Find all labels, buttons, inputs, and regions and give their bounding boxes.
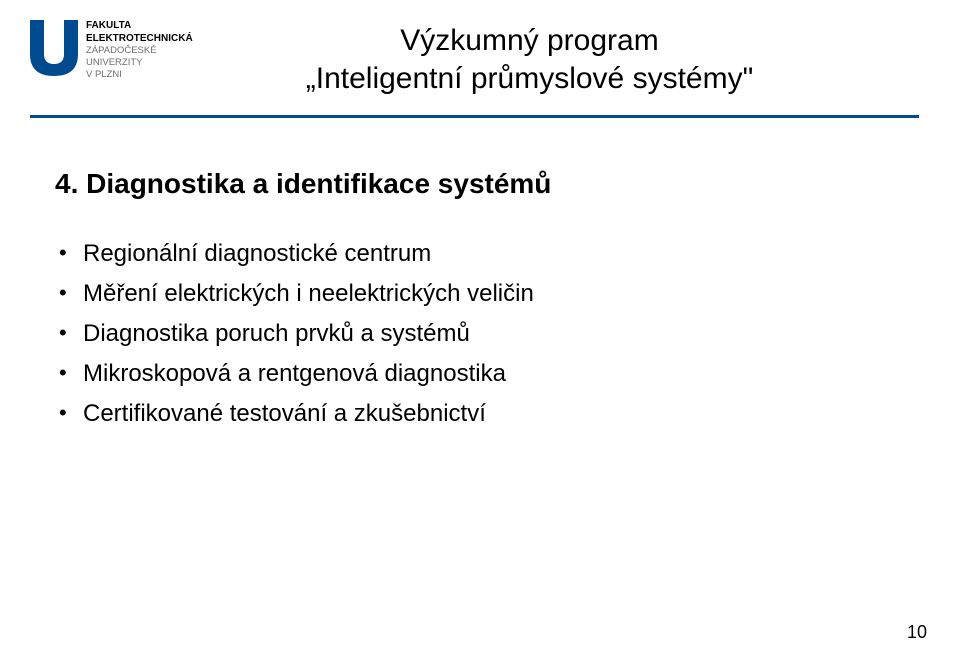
logo-line3: ZÁPADOČESKÉ	[86, 45, 193, 57]
bullet-list: Regionální diagnostické centrum Měření e…	[55, 236, 899, 432]
slide-header: FAKULTA ELEKTROTECHNICKÁ ZÁPADOČESKÉ UNI…	[0, 0, 959, 118]
list-item: Měření elektrických i neelektrických vel…	[55, 276, 899, 312]
list-item: Mikroskopová a rentgenová diagnostika	[55, 356, 899, 392]
page-number: 10	[907, 622, 927, 643]
list-item: Regionální diagnostické centrum	[55, 236, 899, 272]
logo-line1: FAKULTA	[86, 20, 193, 33]
title-line2: „Inteligentní průmyslové systémy"	[180, 60, 879, 98]
section-heading: 4. Diagnostika a identifikace systémů	[55, 168, 899, 200]
title-line1: Výzkumný program	[180, 22, 879, 60]
logo-line5: V PLZNI	[86, 69, 193, 81]
logo-text-block: FAKULTA ELEKTROTECHNICKÁ ZÁPADOČESKÉ UNI…	[86, 20, 193, 81]
logo-line2: ELEKTROTECHNICKÁ	[86, 33, 193, 46]
list-item: Diagnostika poruch prvků a systémů	[55, 316, 899, 352]
header-divider	[30, 115, 919, 118]
list-item: Certifikované testování a zkušebnictví	[55, 396, 899, 432]
logo-u-icon	[30, 20, 78, 76]
slide-content: 4. Diagnostika a identifikace systémů Re…	[0, 118, 959, 432]
faculty-logo: FAKULTA ELEKTROTECHNICKÁ ZÁPADOČESKÉ UNI…	[30, 20, 193, 81]
logo-line4: UNIVERZITY	[86, 57, 193, 69]
